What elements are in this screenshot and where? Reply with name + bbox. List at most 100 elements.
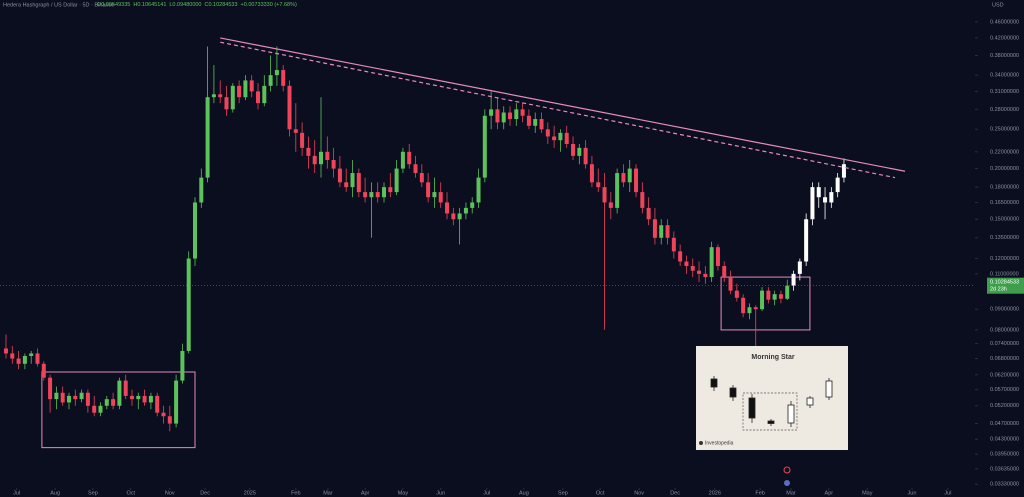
candle-body bbox=[734, 290, 739, 298]
candle-body bbox=[703, 273, 708, 278]
y-tick-label: 0.03330000 bbox=[990, 482, 1019, 488]
y-tick-label: 0.04700000 bbox=[990, 421, 1019, 427]
event-icon[interactable] bbox=[783, 466, 791, 474]
candle-body bbox=[495, 109, 500, 123]
source-logo bbox=[699, 441, 703, 445]
candle-body bbox=[167, 416, 172, 424]
x-tick-label: Apr bbox=[825, 490, 834, 496]
candle-body bbox=[98, 405, 103, 413]
candle-body bbox=[652, 219, 657, 238]
y-tick-label: 0.22000000 bbox=[990, 149, 1019, 155]
candle-body bbox=[451, 213, 456, 220]
legend-value: H0.10645141 bbox=[133, 2, 166, 8]
candle-body bbox=[48, 377, 53, 400]
event-flag[interactable] bbox=[784, 480, 790, 486]
candle-body bbox=[369, 192, 374, 198]
candle-body bbox=[501, 112, 506, 123]
y-tick-label: 0.34000000 bbox=[990, 73, 1019, 79]
candle-body bbox=[791, 273, 796, 286]
y-tick-label: 0.09000000 bbox=[990, 307, 1019, 313]
candle-body bbox=[615, 173, 620, 208]
candle-body bbox=[92, 405, 97, 413]
candle-body bbox=[646, 207, 651, 220]
y-tick-label: 0.12000000 bbox=[990, 256, 1019, 262]
legend-value: O0.09549335 bbox=[97, 2, 130, 8]
x-tick-label: Oct bbox=[596, 490, 605, 496]
candle-body bbox=[753, 307, 758, 310]
candle-body bbox=[445, 202, 450, 214]
y-tick-label: 0.08000000 bbox=[990, 327, 1019, 333]
candle-body bbox=[520, 109, 525, 116]
candle-body bbox=[476, 177, 481, 203]
x-tick-label: Sep bbox=[558, 490, 568, 496]
candle-body bbox=[79, 392, 84, 400]
candle-body bbox=[262, 85, 267, 104]
inset-candles bbox=[710, 376, 833, 427]
candle-body bbox=[640, 192, 645, 208]
candle-body bbox=[104, 399, 109, 406]
candle-body bbox=[111, 399, 116, 406]
x-tick-label: Jun bbox=[436, 490, 445, 496]
y-tick-label: 0.31000000 bbox=[990, 89, 1019, 95]
y-tick-label: 0.46000000 bbox=[990, 19, 1019, 25]
y-tick-label: 0.05700000 bbox=[990, 387, 1019, 393]
candle-body bbox=[482, 115, 487, 178]
plot bbox=[0, 37, 975, 449]
x-tick-label: Mar bbox=[323, 490, 333, 496]
candle-body bbox=[319, 151, 324, 165]
y-tick-label: 0.04300000 bbox=[990, 437, 1019, 443]
x-tick-label: Feb bbox=[755, 490, 764, 496]
y-tick-label: 0.38000000 bbox=[990, 53, 1019, 59]
x-tick-label: Sep bbox=[88, 490, 98, 496]
candle-body bbox=[419, 173, 424, 183]
candle-body bbox=[331, 159, 336, 169]
candle-body bbox=[514, 109, 519, 120]
candle-body bbox=[123, 380, 128, 396]
y-tick-label: 0.06800000 bbox=[990, 356, 1019, 362]
candle-body bbox=[407, 151, 412, 165]
y-tick-label: 0.11000000 bbox=[990, 271, 1019, 277]
candle-body bbox=[526, 115, 531, 126]
candle-body bbox=[665, 225, 670, 238]
candle-body bbox=[148, 395, 153, 403]
candle-body bbox=[142, 395, 147, 403]
x-tick-label: Mar bbox=[786, 490, 796, 496]
chart-title: Hedera Hashgraph / US Dollar · 5D · Bina… bbox=[3, 2, 114, 8]
inset: Morning Star Investopedia bbox=[696, 346, 848, 450]
candle-body bbox=[66, 395, 71, 403]
x-tick-label: Aug bbox=[50, 490, 60, 496]
candle-body bbox=[772, 294, 777, 300]
candle-body bbox=[243, 80, 248, 98]
candle-body bbox=[552, 136, 557, 141]
candle-body bbox=[810, 187, 815, 220]
candle-body bbox=[199, 177, 204, 203]
y-tick-label: 0.28000000 bbox=[990, 107, 1019, 113]
candle-body bbox=[823, 197, 828, 203]
candle-body bbox=[470, 202, 475, 208]
legend-value: L0.09480000 bbox=[169, 2, 201, 8]
candle-body bbox=[300, 132, 305, 148]
x-tick-label: Jul bbox=[944, 490, 951, 496]
candle-body bbox=[709, 247, 714, 278]
candle-body bbox=[337, 168, 342, 183]
candle-body bbox=[760, 290, 765, 310]
candle-body bbox=[634, 168, 639, 193]
x-tick-label: Nov bbox=[634, 490, 644, 496]
candle-body bbox=[608, 202, 613, 208]
x-tick-label: Dec bbox=[200, 490, 210, 496]
candle-body bbox=[3, 348, 8, 354]
candle-body bbox=[16, 358, 21, 364]
candle-body bbox=[344, 182, 349, 188]
candle-body bbox=[841, 164, 846, 178]
candle-body bbox=[281, 70, 286, 86]
y-tick-label: 0.25000000 bbox=[990, 127, 1019, 133]
currency: USD bbox=[992, 2, 1004, 8]
candle-body bbox=[508, 112, 513, 120]
candle-body bbox=[54, 392, 59, 400]
candle-body bbox=[715, 247, 720, 267]
candle-body bbox=[186, 258, 191, 351]
candle-body bbox=[684, 261, 689, 267]
